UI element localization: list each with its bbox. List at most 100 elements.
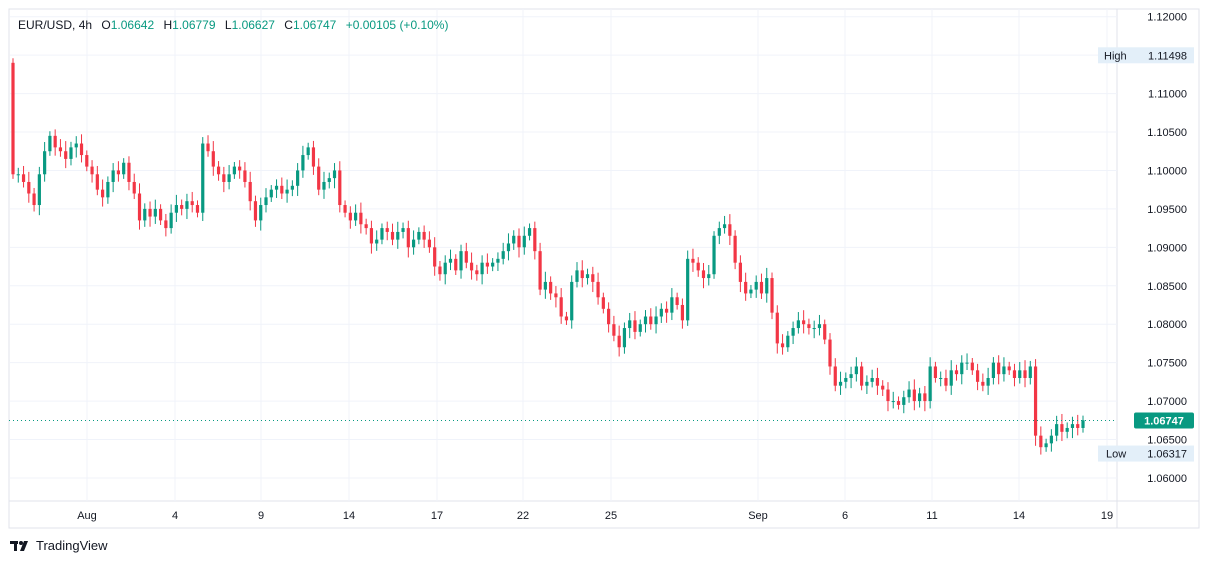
candle-body — [496, 258, 500, 263]
candle-body — [1023, 370, 1027, 378]
y-tick-label: 1.06000 — [1147, 473, 1187, 485]
candle-body — [190, 201, 194, 206]
y-tick-label: 1.07500 — [1147, 358, 1187, 370]
candle-body — [227, 174, 231, 182]
candle-body — [364, 224, 368, 229]
candle-body — [433, 247, 437, 267]
candle-body — [1039, 435, 1043, 448]
candle-body — [185, 201, 189, 209]
close-value: 1.06747 — [292, 18, 337, 32]
candle-body — [791, 328, 795, 336]
candle-body — [744, 281, 748, 294]
candle-body — [122, 162, 126, 175]
candle-body — [549, 281, 553, 294]
candle-body — [680, 304, 685, 321]
candle-body — [701, 270, 706, 279]
candle-body — [27, 181, 31, 194]
candle-body — [101, 189, 105, 198]
candle-body — [601, 297, 605, 309]
candle-body — [659, 308, 663, 317]
candle-body — [543, 281, 547, 290]
candle-body — [838, 381, 843, 386]
interval-label[interactable]: 4h — [78, 18, 93, 32]
candle-body — [707, 274, 711, 279]
candle-body — [538, 251, 542, 290]
candle-body — [775, 312, 779, 344]
candle-body — [975, 370, 980, 382]
x-tick-label: 6 — [842, 510, 848, 522]
candle-body — [274, 185, 279, 190]
candle-body — [359, 212, 363, 225]
candle-body — [796, 320, 800, 329]
candle-body — [738, 262, 742, 282]
candle-body — [164, 220, 168, 229]
low-marker-value: 1.06317 — [1147, 449, 1187, 461]
open-value: 1.06642 — [110, 18, 155, 32]
candle-body — [585, 274, 590, 279]
candle-body — [285, 189, 289, 194]
candle-body — [332, 170, 337, 179]
low-marker-label: Low — [1106, 449, 1126, 461]
candle-body — [522, 235, 526, 248]
candle-body — [607, 308, 611, 325]
candle-body — [696, 262, 700, 271]
candle-body — [1060, 424, 1064, 432]
y-tick-label: 1.10500 — [1147, 127, 1187, 139]
brand-name: TradingView — [36, 538, 108, 553]
candle-body — [37, 174, 41, 206]
candle-body — [918, 393, 922, 402]
candle-body — [375, 239, 379, 244]
last-price-badge — [1134, 412, 1194, 429]
candle-body — [1033, 366, 1038, 436]
y-tick-label: 1.11000 — [1148, 89, 1187, 101]
candle-body — [833, 366, 837, 386]
candle-body — [844, 378, 848, 382]
y-tick-label: 1.09000 — [1147, 242, 1187, 254]
candle-body — [390, 231, 395, 240]
candle-body — [728, 224, 732, 236]
x-tick-label: 25 — [605, 510, 617, 522]
candle-body — [928, 366, 932, 402]
candle-body — [812, 328, 816, 330]
candle-body — [912, 389, 916, 402]
tradingview-brand[interactable]: TradingView — [10, 538, 108, 553]
candle-body — [1076, 424, 1080, 428]
candle-body — [654, 316, 658, 325]
candle-body — [137, 193, 142, 221]
candle-body — [570, 281, 574, 321]
y-tick-label: 1.12000 — [1147, 12, 1187, 24]
candle-body — [158, 208, 163, 221]
candle-body — [997, 362, 1001, 375]
grid-lines — [10, 9, 1117, 501]
candle-body — [259, 205, 263, 221]
candle-body — [722, 224, 727, 229]
candle-body — [269, 189, 273, 198]
candle-body — [1055, 424, 1059, 436]
candle-body — [580, 270, 584, 279]
symbol-name[interactable]: EUR/USD — [18, 18, 73, 32]
x-tick-label: Sep — [748, 510, 768, 522]
candle-body — [443, 262, 447, 275]
candle-body — [823, 324, 827, 340]
candle-body — [206, 143, 210, 152]
candle-body — [264, 197, 268, 206]
candle-body — [485, 262, 489, 267]
x-tick-label: 22 — [517, 510, 529, 522]
candle-body — [132, 181, 136, 194]
time-axis[interactable]: Aug 4 9 14 17 22 25 Sep 6 11 14 19 — [77, 510, 1113, 522]
candle-body — [733, 235, 737, 263]
candle-body — [111, 170, 115, 182]
candle-body — [596, 281, 600, 298]
candle-body — [491, 262, 495, 267]
candle-body — [981, 381, 985, 386]
y-tick-label: 1.08500 — [1147, 281, 1187, 293]
candle-body — [854, 366, 858, 375]
candle-body — [517, 235, 521, 248]
ohlc-legend: EUR/USD, 4h O1.06642 H1.06779 L1.06627 C… — [18, 18, 449, 32]
candle-body — [638, 324, 642, 332]
close-key: C — [284, 18, 293, 32]
high-value: 1.06779 — [172, 18, 216, 32]
candle-body — [770, 278, 774, 313]
